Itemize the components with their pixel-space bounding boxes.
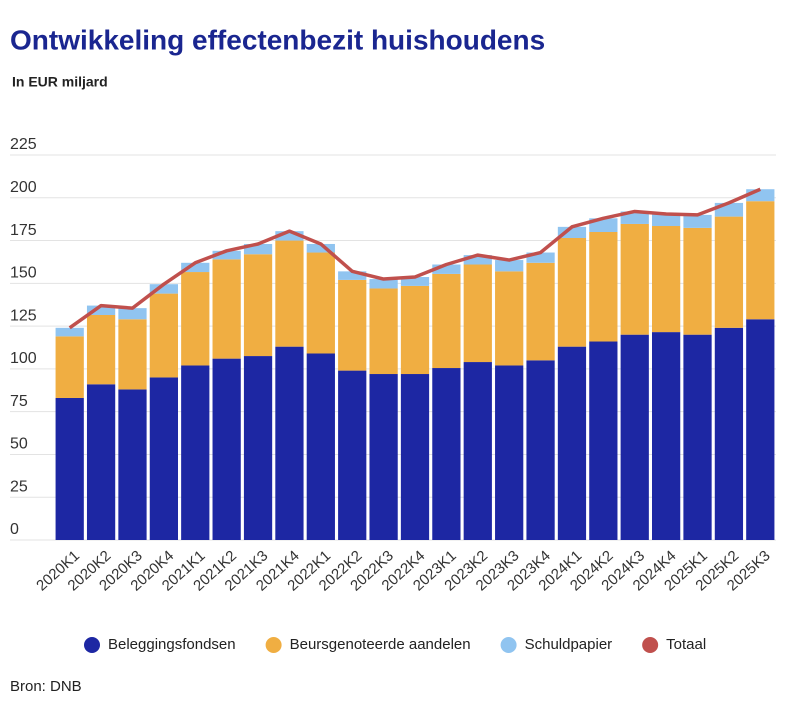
bar xyxy=(557,226,587,238)
bar xyxy=(118,308,147,320)
bar xyxy=(86,384,116,540)
bar xyxy=(746,189,775,202)
total-line xyxy=(68,187,762,330)
bar xyxy=(495,365,524,540)
bar xyxy=(620,223,649,335)
chart-title: Ontwikkeling effectenbezit huishoudens xyxy=(10,24,545,55)
bar xyxy=(181,365,210,540)
y-tick-label: 25 xyxy=(10,478,28,495)
bar xyxy=(243,243,273,255)
bar xyxy=(589,341,618,540)
bar xyxy=(243,356,273,540)
bar xyxy=(275,231,304,241)
legend-swatch xyxy=(642,637,659,653)
chart-subtitle: In EUR miljard xyxy=(12,74,108,90)
bar xyxy=(118,389,147,540)
y-tick-label: 125 xyxy=(10,307,37,324)
legend-label: Totaal xyxy=(666,636,706,653)
bar xyxy=(652,214,681,227)
bar xyxy=(714,327,744,540)
bar xyxy=(338,279,367,371)
bar xyxy=(589,232,618,342)
bar xyxy=(181,272,210,366)
y-tick-label: 150 xyxy=(10,265,37,282)
bar xyxy=(86,314,116,385)
bar xyxy=(369,288,398,375)
bar xyxy=(432,273,461,369)
bar xyxy=(495,260,524,272)
bar xyxy=(526,360,555,540)
y-tick-label: 200 xyxy=(10,179,37,196)
bar xyxy=(149,293,178,378)
bar xyxy=(683,214,712,228)
bar xyxy=(55,327,84,337)
bar xyxy=(620,334,649,540)
bar xyxy=(463,264,492,363)
bar xyxy=(400,285,430,375)
legend-swatch xyxy=(265,637,282,653)
bar xyxy=(149,284,178,294)
legend-swatch xyxy=(84,637,100,653)
y-tick-label: 0 xyxy=(10,521,19,538)
bar xyxy=(55,336,84,398)
bar xyxy=(212,358,241,540)
bar xyxy=(118,319,147,390)
y-tick-label: 225 xyxy=(10,136,37,153)
bar xyxy=(746,201,775,320)
bar xyxy=(652,226,681,333)
bar xyxy=(432,264,461,274)
bar xyxy=(714,216,744,328)
bar xyxy=(746,319,775,540)
bar xyxy=(338,271,367,280)
bar xyxy=(149,377,178,540)
y-tick-label: 75 xyxy=(10,393,28,410)
bar xyxy=(181,262,210,273)
legend-swatch xyxy=(500,637,517,653)
bar xyxy=(212,259,241,359)
bar xyxy=(557,237,587,347)
bar xyxy=(463,255,492,265)
bar xyxy=(369,374,398,540)
bar xyxy=(275,240,304,347)
bar xyxy=(400,374,430,540)
y-tick-label: 100 xyxy=(10,350,37,367)
bar xyxy=(306,243,335,253)
bar xyxy=(338,370,367,540)
y-tick-label: 50 xyxy=(10,436,28,453)
bar xyxy=(400,277,430,286)
legend-label: Beleggingsfondsen xyxy=(108,636,236,653)
legend-label: Beursgenoteerde aandelen xyxy=(290,636,471,653)
bar xyxy=(683,334,712,540)
bar xyxy=(243,254,273,357)
bar xyxy=(306,353,335,540)
bar xyxy=(306,252,335,354)
bar xyxy=(432,368,461,540)
bar xyxy=(463,362,492,540)
bar xyxy=(212,250,241,260)
source: Bron: DNB xyxy=(10,678,82,695)
bar xyxy=(86,305,116,315)
bar xyxy=(275,346,304,540)
bar xyxy=(652,332,681,540)
bar xyxy=(369,279,398,289)
bar xyxy=(683,227,712,335)
bar xyxy=(55,397,84,540)
bar xyxy=(495,271,524,366)
bar xyxy=(526,262,555,361)
bar xyxy=(557,346,587,540)
bar xyxy=(526,252,555,263)
y-tick-label: 175 xyxy=(10,222,37,239)
legend-label: Schuldpapier xyxy=(525,636,613,653)
